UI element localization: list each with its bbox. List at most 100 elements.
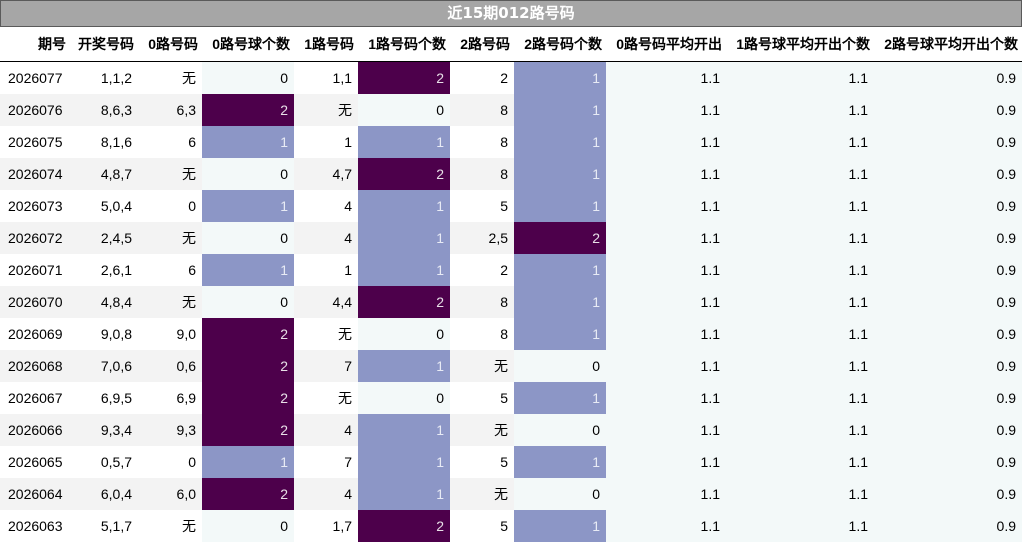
header-cell: 期号 (0, 27, 70, 62)
table-cell: 0.9 (874, 286, 1022, 318)
table-cell: 6,9,5 (70, 382, 138, 414)
table-cell: 2 (450, 254, 514, 286)
table-cell: 0.9 (874, 94, 1022, 126)
table-cell: 1 (514, 382, 606, 414)
header-cell: 1路号球平均开出个数 (726, 27, 874, 62)
table-cell: 0.9 (874, 254, 1022, 286)
table-row: 2026066 9,3,4 9,3 2 4 1 无 0 1.1 1.1 0.9 (0, 414, 1022, 446)
table-cell: 0 (358, 382, 450, 414)
table-cell: 1.1 (606, 190, 726, 222)
table-cell: 2026075 (0, 126, 70, 158)
table-cell: 1 (514, 318, 606, 350)
header-cell: 2路号码个数 (514, 27, 606, 62)
header-cell: 1路号码个数 (358, 27, 450, 62)
table-cell: 2026074 (0, 158, 70, 190)
table-cell: 6,3 (138, 94, 202, 126)
table-cell: 1 (202, 190, 294, 222)
table-cell: 0.9 (874, 446, 1022, 478)
table-cell: 无 (450, 350, 514, 382)
table-row: 2026075 8,1,6 6 1 1 1 8 1 1.1 1.1 0.9 (0, 126, 1022, 158)
table-cell: 2026072 (0, 222, 70, 254)
table-cell: 1 (514, 286, 606, 318)
table-cell: 8 (450, 126, 514, 158)
table-cell: 1.1 (606, 510, 726, 542)
table-cell: 0 (202, 61, 294, 94)
table-cell: 1.1 (726, 350, 874, 382)
table-cell: 2 (202, 478, 294, 510)
table-cell: 5,1,7 (70, 510, 138, 542)
table-cell: 8 (450, 94, 514, 126)
header-cell: 0路号球个数 (202, 27, 294, 62)
table-cell: 2 (514, 222, 606, 254)
table-cell: 0.9 (874, 318, 1022, 350)
table-cell: 1 (514, 158, 606, 190)
table-cell: 1.1 (726, 318, 874, 350)
table-cell: 无 (138, 222, 202, 254)
table-row: 2026070 4,8,4 无 0 4,4 2 8 1 1.1 1.1 0.9 (0, 286, 1022, 318)
table-cell: 7 (294, 350, 358, 382)
table-cell: 1 (358, 254, 450, 286)
table-cell: 1 (358, 478, 450, 510)
table-cell: 1.1 (606, 446, 726, 478)
table-cell: 1.1 (726, 94, 874, 126)
table-cell: 9,3 (138, 414, 202, 446)
table-cell: 2026073 (0, 190, 70, 222)
table-cell: 0 (202, 510, 294, 542)
table-cell: 0 (514, 350, 606, 382)
table-cell: 5 (450, 446, 514, 478)
table-cell: 1 (294, 254, 358, 286)
table-cell: 2 (358, 158, 450, 190)
table-cell: 2,5 (450, 222, 514, 254)
table-cell: 1 (514, 510, 606, 542)
table-row: 2026069 9,0,8 9,0 2 无 0 8 1 1.1 1.1 0.9 (0, 318, 1022, 350)
table-cell: 6,9 (138, 382, 202, 414)
table-cell: 1.1 (726, 190, 874, 222)
table-cell: 0 (202, 158, 294, 190)
table-cell: 0.9 (874, 126, 1022, 158)
table-cell: 1.1 (726, 414, 874, 446)
table-cell: 无 (138, 158, 202, 190)
table-cell: 4 (294, 478, 358, 510)
table-cell: 0.9 (874, 158, 1022, 190)
table-cell: 6,0,4 (70, 478, 138, 510)
table-row: 2026076 8,6,3 6,3 2 无 0 8 1 1.1 1.1 0.9 (0, 94, 1022, 126)
table-row: 2026065 0,5,7 0 1 7 1 5 1 1.1 1.1 0.9 (0, 446, 1022, 478)
table-cell: 6 (138, 126, 202, 158)
table-cell: 1.1 (726, 61, 874, 94)
table-cell: 1.1 (606, 286, 726, 318)
table-cell: 2 (450, 61, 514, 94)
table-cell: 0,5,7 (70, 446, 138, 478)
table-cell: 1 (514, 254, 606, 286)
table-cell: 5,0,4 (70, 190, 138, 222)
header-cell: 开奖号码 (70, 27, 138, 62)
table-row: 2026068 7,0,6 0,6 2 7 1 无 0 1.1 1.1 0.9 (0, 350, 1022, 382)
table-cell: 0 (358, 318, 450, 350)
table-cell: 0 (202, 286, 294, 318)
table-cell: 0 (514, 414, 606, 446)
table-cell: 0 (138, 446, 202, 478)
table-cell: 0,6 (138, 350, 202, 382)
table-cell: 2 (202, 350, 294, 382)
table-cell: 0 (514, 478, 606, 510)
table-cell: 8 (450, 318, 514, 350)
table-cell: 1.1 (606, 254, 726, 286)
table-cell: 5 (450, 382, 514, 414)
table-cell: 2026063 (0, 510, 70, 542)
table-cell: 1 (358, 222, 450, 254)
table-cell: 2 (202, 414, 294, 446)
table-cell: 6,0 (138, 478, 202, 510)
table-cell: 1 (358, 414, 450, 446)
table-cell: 2 (202, 382, 294, 414)
table-cell: 无 (138, 61, 202, 94)
table-cell: 1.1 (606, 94, 726, 126)
table-cell: 2026071 (0, 254, 70, 286)
table-cell: 9,3,4 (70, 414, 138, 446)
table-cell: 无 (138, 510, 202, 542)
table-cell: 1.1 (606, 61, 726, 94)
table-cell: 1.1 (726, 222, 874, 254)
table-cell: 1,1,2 (70, 61, 138, 94)
table-row: 2026064 6,0,4 6,0 2 4 1 无 0 1.1 1.1 0.9 (0, 478, 1022, 510)
table-cell: 1 (358, 190, 450, 222)
table-cell: 2026067 (0, 382, 70, 414)
table-cell: 0.9 (874, 510, 1022, 542)
